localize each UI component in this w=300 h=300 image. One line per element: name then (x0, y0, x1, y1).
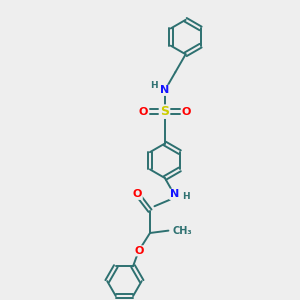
Text: O: O (182, 107, 191, 117)
Text: CH₃: CH₃ (173, 226, 193, 236)
Text: O: O (139, 107, 148, 117)
Text: S: S (160, 105, 169, 118)
Text: S: S (160, 105, 169, 118)
Text: O: O (134, 246, 143, 256)
Text: O: O (133, 189, 142, 200)
Text: N: N (160, 85, 170, 95)
Text: H: H (150, 81, 158, 90)
Text: N: N (170, 189, 179, 200)
Text: H: H (182, 192, 190, 201)
